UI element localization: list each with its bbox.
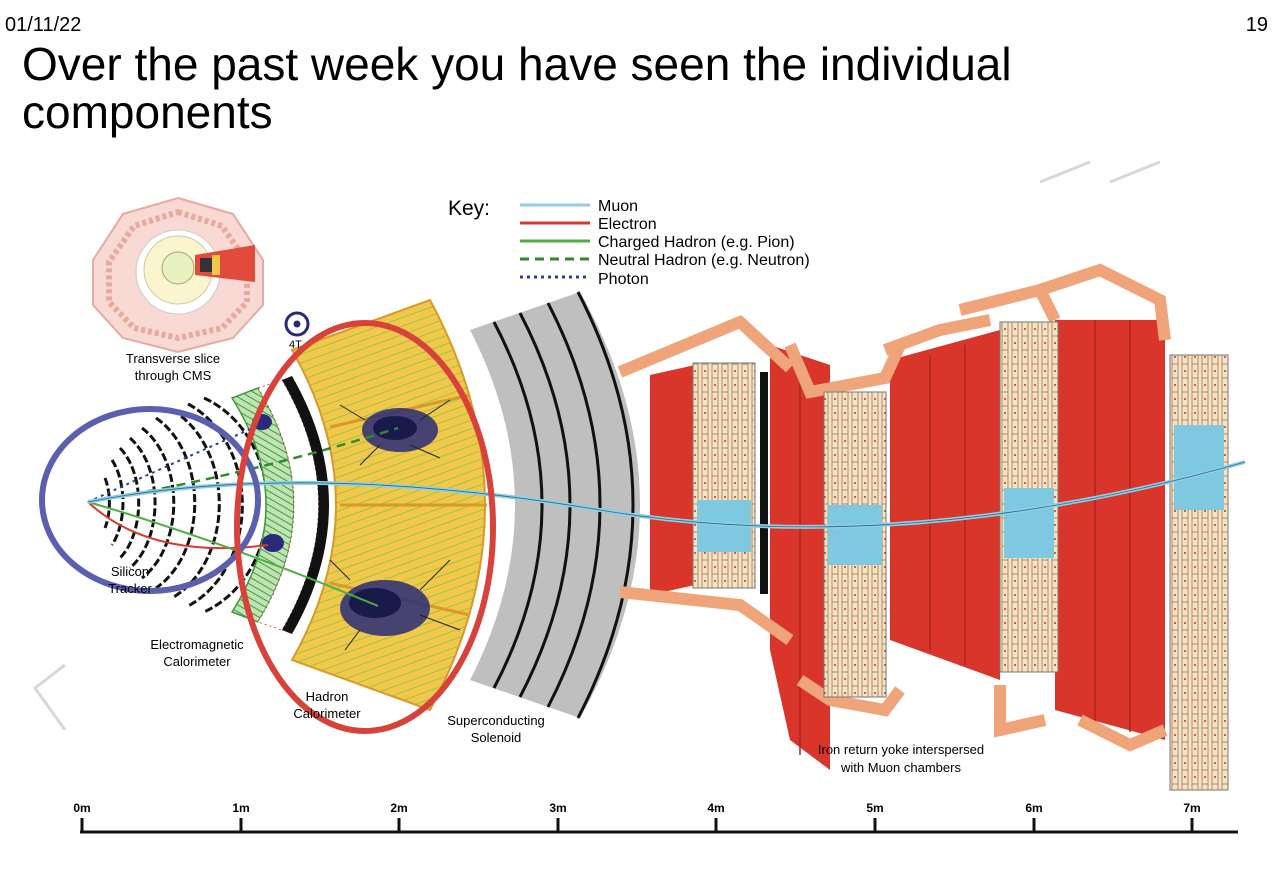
legend-neutral-hadron-label: Neutral Hadron (e.g. Neutron) [598, 252, 810, 269]
charged-hadron-track [87, 501, 379, 607]
legend-photon-label: Photon [598, 271, 649, 288]
field-4t-label: 4T [289, 339, 302, 351]
tracker-highlight-ellipse [39, 406, 261, 594]
scale-label-7m: 7m [1183, 801, 1200, 815]
muon-chamber-1 [692, 362, 756, 589]
legend-charged-hadron-label: Charged Hadron (e.g. Pion) [598, 234, 795, 251]
silicon-tracker [103, 396, 269, 614]
scale-label-4m: 4m [707, 801, 724, 815]
slide-title: Over the past week you have seen the ind… [22, 40, 1242, 136]
hadron-shower-upper [339, 399, 451, 466]
ecal-white-gap [257, 379, 319, 631]
yoke-label-line-1: Iron return yoke interspersed [818, 742, 984, 757]
legend-muon-label: Muon [598, 198, 638, 215]
ecal-black-band [282, 376, 329, 634]
tracker-label-line-1: Silicon [111, 564, 149, 579]
solenoid-label-line-1: Superconducting [447, 713, 545, 728]
hcal-label-line-2: Calorimeter [293, 706, 361, 721]
ecal-label-line-2: Calorimeter [163, 654, 231, 669]
field-4t-symbol [284, 311, 310, 337]
solenoid-rings [492, 291, 635, 719]
slide-title-line-1: Over the past week you have seen the ind… [22, 38, 1012, 90]
transverse-slice-thumbnail [92, 196, 264, 354]
slide-date: 01/11/22 [5, 14, 82, 36]
solenoid-label-line-2: Solenoid [471, 730, 522, 745]
legend-heading: Key: [448, 197, 490, 220]
muon-chamber-4 [1169, 354, 1229, 791]
hadron-shower-lower [329, 559, 461, 651]
transverse-label-line-1: Transverse slice [126, 351, 220, 366]
scale-label-1m: 1m [232, 801, 249, 815]
scale-label-5m: 5m [866, 801, 883, 815]
transverse-label-line-2: through CMS [135, 368, 212, 383]
distance-scale-bar: 0m 1m 2m 3m 4m 5m 6m 7m [73, 801, 1238, 834]
scale-label-0m: 0m [73, 801, 90, 815]
slide-page-number: 19 [1245, 14, 1268, 36]
muon-chambers [692, 321, 1229, 791]
tracker-label-line-2: Tracker [108, 581, 152, 596]
photon-track [87, 423, 263, 503]
ecal-deposit-lower [262, 534, 284, 552]
scale-label-3m: 3m [549, 801, 566, 815]
scale-label-6m: 6m [1025, 801, 1042, 815]
decorative-corner-marks [32, 160, 1161, 731]
hcal-label-line-1: Hadron [306, 689, 349, 704]
yoke-trim-brackets [617, 263, 1171, 752]
iron-return-yoke [650, 320, 1165, 770]
slide-title-line-2: components [22, 86, 273, 138]
neutral-hadron-track [87, 426, 399, 504]
legend: Key: Muon Electron Charged Hadron (e.g. … [448, 197, 810, 288]
calorimeter-highlight-ellipse [234, 320, 496, 734]
scale-label-2m: 2m [390, 801, 407, 815]
yoke-label-line-2: with Muon chambers [840, 760, 961, 775]
solenoid-outer [470, 292, 640, 718]
ecal-label-line-1: Electromagnetic [150, 637, 244, 652]
legend-electron-label: Electron [598, 216, 657, 233]
